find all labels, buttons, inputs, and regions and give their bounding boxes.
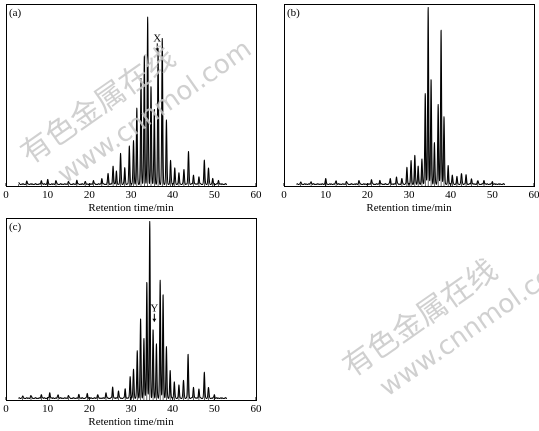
x-tick-label-a: 40 bbox=[167, 189, 179, 201]
x-tick-label-c: 0 bbox=[3, 403, 9, 415]
x-tick-label-c: 30 bbox=[126, 403, 138, 415]
x-tick-label-b: 40 bbox=[445, 189, 457, 201]
panel-label-b: (b) bbox=[287, 7, 300, 19]
x-tick-label-a: 60 bbox=[251, 189, 263, 201]
chart-panel-c: 0 10 20 30 40 50 60 Retention time/min (c) Y bbox=[3, 218, 263, 428]
x-axis-title-b: Retention time/min bbox=[366, 202, 452, 214]
chromatogram-trace-c bbox=[18, 221, 228, 400]
chromatogram-trace-b bbox=[296, 7, 506, 186]
watermark-lower-right: 有色金属在线 www.cnnmol.com bbox=[337, 247, 539, 403]
x-axis-title-c: Retention time/min bbox=[88, 416, 174, 428]
x-tick-label-a: 20 bbox=[84, 189, 96, 201]
plot-frame-a bbox=[6, 4, 257, 187]
plot-frame-c bbox=[6, 218, 257, 401]
x-tick-label-c: 20 bbox=[84, 403, 96, 415]
x-tick-label-a: 50 bbox=[209, 189, 221, 201]
annotation-arrowhead-c bbox=[152, 318, 157, 322]
x-tick-label-c: 50 bbox=[209, 403, 221, 415]
x-tick-label-a: 0 bbox=[3, 189, 9, 201]
x-tick-label-c: 60 bbox=[251, 403, 263, 415]
x-tick-label-b: 30 bbox=[404, 189, 416, 201]
chart-panel-a: 0 10 20 30 40 50 60 Retention time/min (a) X bbox=[3, 4, 263, 214]
panel-label-a: (a) bbox=[9, 7, 22, 19]
plot-frame-b bbox=[284, 4, 535, 187]
x-tick-label-b: 0 bbox=[281, 189, 287, 201]
chart-panel-b: 0 10 20 30 40 50 60 Retention time/min (b) bbox=[281, 4, 539, 214]
x-tick-label-b: 60 bbox=[529, 189, 539, 201]
peak-annotation-a: X bbox=[153, 32, 161, 44]
x-tick-label-c: 40 bbox=[167, 403, 179, 415]
x-tick-label-b: 10 bbox=[320, 189, 332, 201]
panel-label-c: (c) bbox=[9, 221, 22, 233]
x-tick-label-b: 50 bbox=[487, 189, 499, 201]
x-tick-label-b: 20 bbox=[362, 189, 374, 201]
chromatogram-trace-a bbox=[18, 16, 228, 186]
annotation-arrowhead-a bbox=[155, 48, 160, 52]
peak-annotation-c: Y bbox=[150, 303, 158, 315]
x-tick-label-c: 10 bbox=[42, 403, 54, 415]
x-tick-label-a: 10 bbox=[42, 189, 54, 201]
x-axis-title-a: Retention time/min bbox=[88, 202, 174, 214]
x-tick-label-a: 30 bbox=[126, 189, 138, 201]
